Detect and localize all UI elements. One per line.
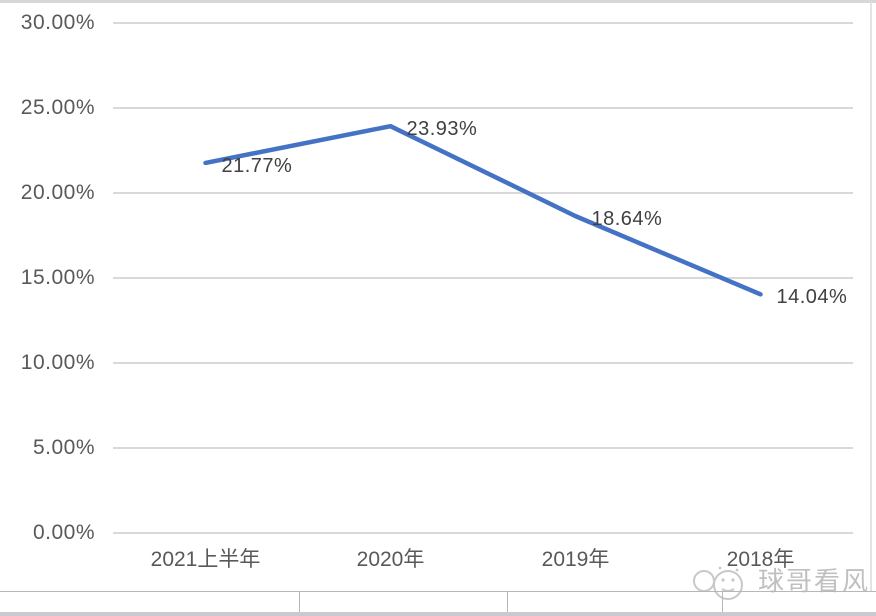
table-cell-divider: [722, 592, 723, 612]
table-cell-divider: [299, 592, 300, 612]
bottom-border-line: [0, 612, 876, 616]
y-tick-label: 20.00%: [20, 181, 95, 204]
x-category-label: 2020年: [356, 548, 425, 571]
data-point-label: 18.64%: [591, 208, 663, 231]
data-point-label: 21.77%: [221, 154, 293, 177]
data-point-label: 14.04%: [776, 286, 848, 309]
data-point-label: 23.93%: [406, 118, 478, 141]
y-tick-label: 15.00%: [20, 266, 95, 289]
x-category-label: 2019年: [541, 548, 610, 571]
y-tick-label: 5.00%: [32, 436, 95, 459]
y-tick-label: 30.00%: [20, 11, 95, 34]
table-row-top-border: [0, 591, 876, 592]
table-cell-divider: [507, 592, 508, 612]
y-tick-label: 25.00%: [20, 96, 95, 119]
gridlines: [113, 22, 853, 534]
right-border-line: [870, 2, 872, 592]
x-category-label: 2021上半年: [150, 548, 261, 571]
x-category-label: 2018年: [726, 548, 795, 571]
top-border-line: [0, 0, 876, 3]
y-tick-label: 0.00%: [32, 521, 95, 544]
y-tick-label: 10.00%: [20, 351, 95, 374]
mascot-face-icon: [693, 566, 743, 600]
watermark: 球哥看风: [690, 560, 870, 602]
data-line-series: [203, 123, 763, 297]
